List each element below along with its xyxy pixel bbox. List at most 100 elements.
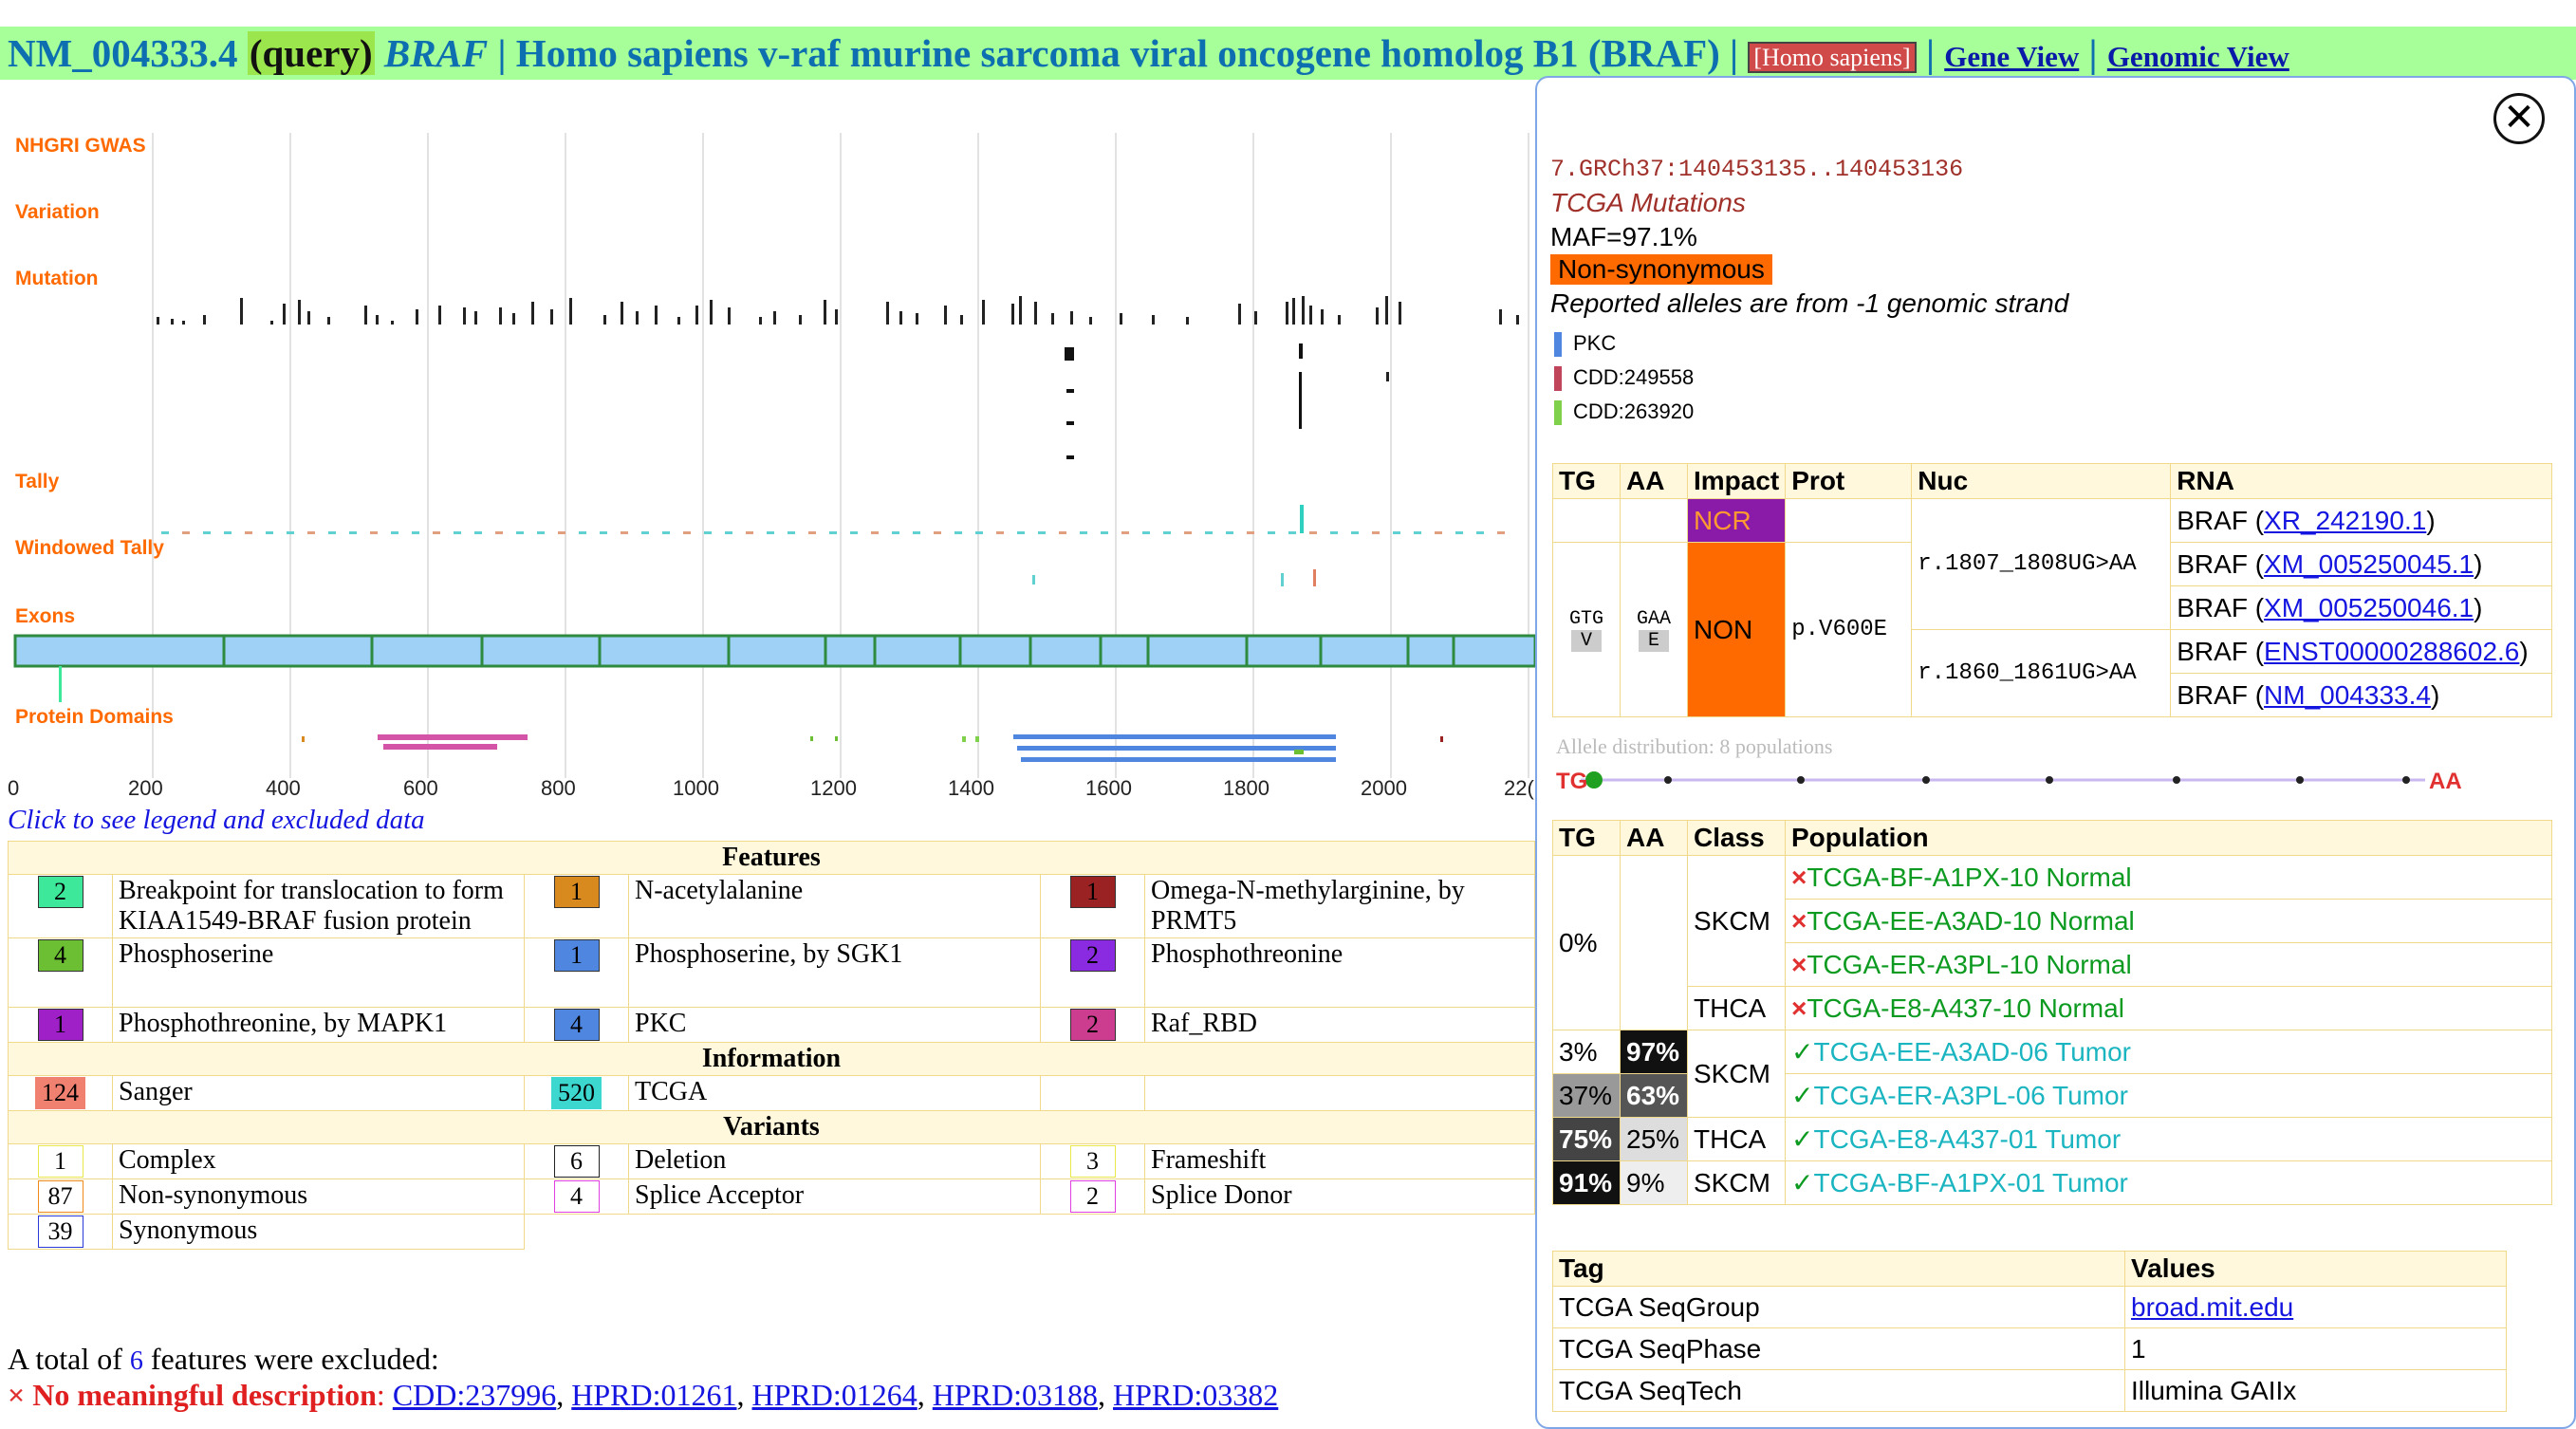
genomic-view-link[interactable]: Genomic View	[2106, 40, 2289, 73]
tally-mark	[224, 531, 232, 534]
mutation-bar	[171, 319, 174, 325]
mutation-bar	[899, 311, 902, 325]
gene-view-link[interactable]: Gene View	[1944, 40, 2080, 73]
mutation-bar	[1254, 311, 1257, 325]
excluded-count[interactable]: 6	[129, 1346, 143, 1376]
population-item[interactable]: ×TCGA-ER-A3PL-10 Normal	[1785, 942, 2552, 987]
excluded-summary: A total of 6 features were excluded:	[8, 1342, 439, 1376]
track-canvas[interactable]	[0, 123, 1535, 807]
feature-count[interactable]: 1	[1069, 876, 1116, 908]
tag-name: TCGA SeqTech	[1552, 1369, 2125, 1412]
allele-dot[interactable]	[2296, 776, 2304, 784]
allele-distribution-track[interactable]	[1552, 759, 2558, 801]
pop-aa: 9%	[1620, 1160, 1688, 1205]
feature-label: Omega-N-methylarginine, by PRMT5	[1144, 874, 1535, 938]
mutation-bar	[1186, 317, 1189, 325]
variant-count[interactable]: 2	[1069, 1180, 1116, 1213]
pop-tg: 37%	[1552, 1073, 1621, 1118]
tally-mark	[600, 531, 607, 534]
variant-count[interactable]: 4	[553, 1180, 600, 1213]
cross-icon: ×	[1791, 905, 1807, 936]
pop-class: THCA	[1687, 986, 1786, 1030]
excluded-link[interactable]: HPRD:01261	[571, 1378, 737, 1412]
legend-link[interactable]: Click to see legend and excluded data	[8, 805, 425, 835]
feature-count[interactable]: 1	[553, 876, 600, 908]
info-count-tcga[interactable]: 520	[551, 1077, 602, 1109]
population-item[interactable]: ✓TCGA-BF-A1PX-01 Tumor	[1785, 1160, 2552, 1205]
population-item[interactable]: ×TCGA-EE-A3AD-10 Normal	[1785, 899, 2552, 943]
track-label-gwas: NHGRI GWAS	[15, 135, 146, 157]
rna-row: BRAF (NM_004333.4)	[2170, 673, 2552, 717]
population-item[interactable]: ×TCGA-E8-A437-10 Normal	[1785, 986, 2552, 1030]
mutation-bar	[463, 307, 466, 325]
feature-count[interactable]: 2	[1069, 1009, 1116, 1041]
mutation-bar	[376, 315, 379, 325]
variant-count[interactable]: 3	[1069, 1145, 1116, 1178]
tally-mark	[203, 531, 211, 534]
impact-non: NON	[1686, 542, 1787, 717]
rna-link[interactable]: XM_005250045.1	[2264, 548, 2474, 579]
feature-marker	[975, 736, 979, 742]
variant-count[interactable]: 6	[553, 1145, 600, 1178]
mutation-bar	[182, 321, 185, 325]
tally-mark	[1435, 531, 1442, 534]
allele-distribution-label: Allele distribution: 8 populations	[1556, 734, 1833, 758]
feature-label: PKC	[628, 1007, 1041, 1043]
rna-link[interactable]: ENST00000288602.6	[2264, 636, 2520, 666]
track-label-protein-domains: Protein Domains	[15, 706, 174, 728]
tally-mark	[1455, 531, 1463, 534]
allele-dot[interactable]	[1585, 771, 1603, 789]
tally-mark	[850, 531, 858, 534]
tally-mark	[412, 531, 419, 534]
allele-dot[interactable]	[1664, 776, 1672, 784]
mutation-bar	[1152, 315, 1155, 325]
axis-tick-label: 2000	[1361, 776, 1407, 800]
feature-count[interactable]: 4	[553, 1009, 600, 1041]
features-heading: Features	[8, 841, 1535, 875]
species-badge[interactable]: [Homo sapiens]	[1748, 41, 1917, 73]
feature-count[interactable]: 2	[1069, 939, 1116, 972]
population-item[interactable]: ✓TCGA-EE-A3AD-06 Tumor	[1785, 1030, 2552, 1074]
tally-mark	[641, 531, 649, 534]
cross-icon: ×	[1791, 993, 1807, 1023]
allele-dot[interactable]	[2046, 776, 2053, 784]
mutation-bar	[1238, 304, 1241, 325]
color-swatch	[1554, 332, 1562, 358]
population-item[interactable]: ✓TCGA-E8-A437-01 Tumor	[1785, 1117, 2552, 1161]
feature-count[interactable]: 1	[553, 939, 600, 972]
excluded-link[interactable]: CDD:237996	[392, 1378, 557, 1412]
tally-mark	[495, 531, 503, 534]
variant-count[interactable]: 1	[37, 1145, 83, 1178]
allele-dot[interactable]	[2402, 776, 2410, 784]
population-item[interactable]: ×TCGA-BF-A1PX-10 Normal	[1785, 855, 2552, 900]
tally-mark	[579, 531, 586, 534]
info-count-sanger[interactable]: 124	[35, 1077, 85, 1109]
mutation-bar	[1386, 372, 1389, 381]
variant-count[interactable]: 39	[37, 1216, 83, 1248]
close-icon[interactable]: ✕	[2493, 93, 2545, 144]
population-item[interactable]: ✓TCGA-ER-A3PL-06 Tumor	[1785, 1073, 2552, 1118]
feature-count[interactable]: 2	[37, 876, 83, 908]
mutation-bar	[886, 302, 889, 325]
rna-link[interactable]: XR_242190.1	[2264, 505, 2427, 535]
excluded-link[interactable]: HPRD:03188	[932, 1378, 1099, 1412]
mutation-bar	[677, 317, 680, 325]
track-viewer[interactable]: NHGRI GWAS Variation Mutation Tally Wind…	[0, 123, 1535, 807]
mutation-bar	[1385, 296, 1388, 325]
allele-dot[interactable]	[2173, 776, 2180, 784]
excluded-link[interactable]: HPRD:03382	[1113, 1378, 1279, 1412]
mutation-bar	[240, 298, 243, 325]
mutation-bar	[1065, 347, 1074, 361]
rna-link[interactable]: XM_005250046.1	[2264, 592, 2474, 622]
feature-count[interactable]: 1	[37, 1009, 83, 1041]
variant-label: Splice Donor	[1144, 1178, 1535, 1215]
allele-dot[interactable]	[1922, 776, 1930, 784]
rna-link[interactable]: NM_004333.4	[2264, 679, 2431, 710]
excluded-link[interactable]: HPRD:01264	[751, 1378, 917, 1412]
check-icon: ✓	[1791, 1124, 1814, 1154]
variant-count[interactable]: 87	[37, 1180, 83, 1213]
axis-tick-label: 1200	[810, 776, 857, 800]
allele-dot[interactable]	[1797, 776, 1805, 784]
tag-value-link[interactable]: broad.mit.edu	[2131, 1291, 2294, 1322]
feature-count[interactable]: 4	[37, 939, 83, 972]
